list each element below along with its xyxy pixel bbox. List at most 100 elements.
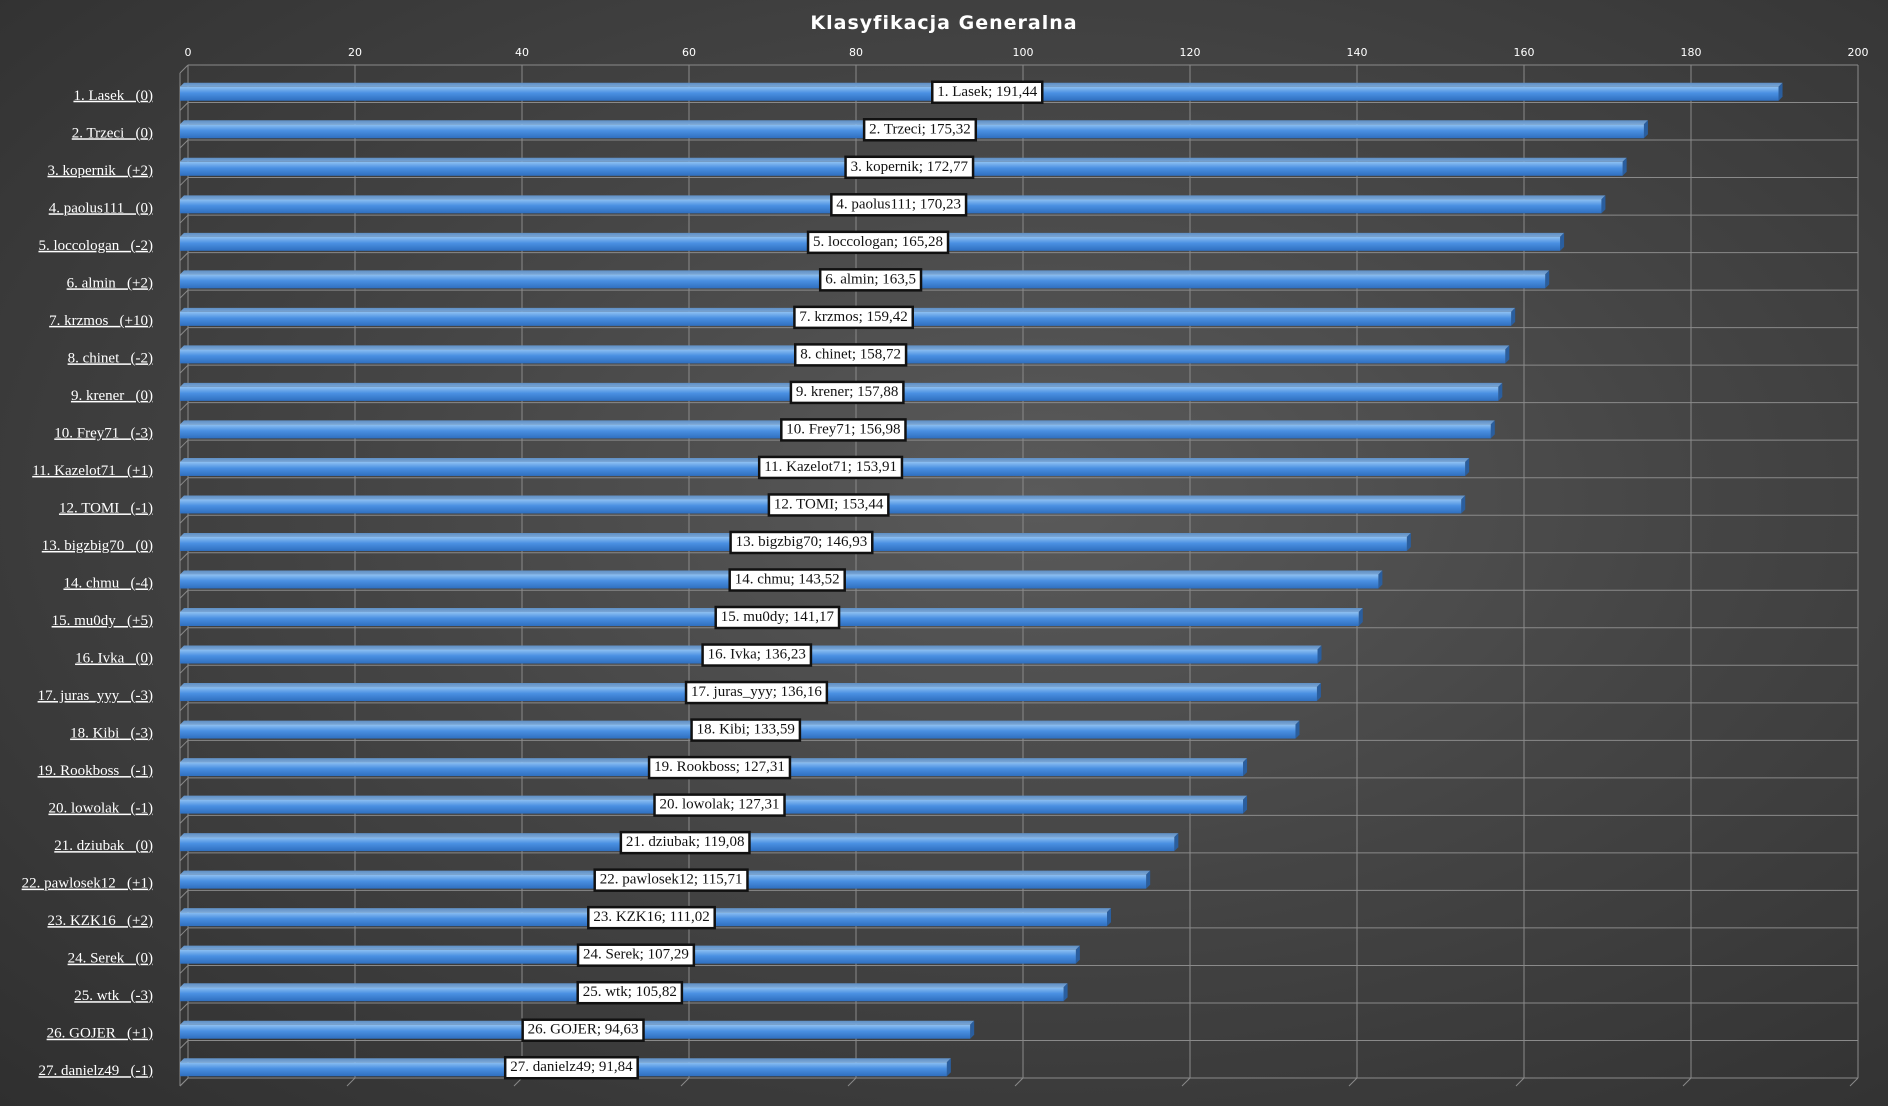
x-tick-label: 0 [185,46,192,59]
data-label-text: 12. TOMI; 153,44 [774,496,884,512]
bar-end [1490,420,1495,439]
category-label[interactable]: 2. Trzeci (0) [72,125,153,141]
data-label-box [729,530,874,555]
data-label: 21. dziubak; 119,08 [619,830,751,855]
data-label: 16. Ivka; 136,23 [701,643,813,667]
data-label-box [793,343,908,367]
data-label: 18. Kibi; 133,59 [690,718,802,742]
category-label[interactable]: 18. Kibi (-3) [70,726,153,742]
data-label-box [521,1018,645,1042]
category-label[interactable]: 19. Rookboss (-1) [38,763,153,779]
category-label[interactable]: 24. Serek (0) [68,951,153,967]
data-label-text: 7. krzmos; 159,42 [799,309,907,325]
gridline-side [179,139,189,149]
category-label[interactable]: 23. KZK16 (+2) [47,913,153,929]
data-label-text: 15. mu0dy; 141,17 [721,609,835,625]
gridline-side [179,664,189,674]
gridline-side [179,890,189,899]
data-label: 25. wtk; 105,82 [576,980,684,1005]
bar-end [1505,345,1510,364]
data-label: 4. paolus111; 170,23 [830,193,968,217]
bar-end [1461,495,1466,514]
gridline-floor [1014,1077,1024,1087]
category-label[interactable]: 8. chinet (-2) [68,350,153,366]
data-label: 6. almin; 163,5 [818,268,923,292]
data-label-text: 26. GOJER; 94,63 [528,1022,639,1038]
data-label-box [789,380,905,405]
category-label[interactable]: 21. dziubak (0) [54,838,153,854]
data-label: 22. pawlosek12; 115,71 [593,868,749,892]
data-label-box [757,455,904,480]
category-label[interactable]: 7. krzmos (+10) [49,313,153,329]
bar-end [1622,157,1627,176]
category-label[interactable]: 16. Ivka (0) [75,651,153,667]
data-label-text: 27. danielz49; 91,84 [510,1059,633,1075]
data-label-box [793,305,914,330]
category-label[interactable]: 26. GOJER (+1) [47,1026,153,1042]
category-label[interactable]: 4. paolus111 (0) [49,200,153,216]
x-tick-label: 120 [1180,46,1201,59]
category-label[interactable]: 22. pawlosek12 (+1) [22,876,153,892]
gridline-floor [847,1077,857,1087]
category-label[interactable]: 9. krener (0) [71,388,153,404]
bar-end [1511,307,1516,326]
category-label[interactable]: 14. chmu (-4) [63,576,153,592]
bar-end [970,1020,975,1039]
category-label[interactable]: 17. juras_yyy (-3) [38,688,153,704]
data-label: 13. bigzbig70; 146,93 [729,530,874,555]
gridline-side [179,214,189,224]
data-label-box [619,830,751,855]
data-label-box [862,118,978,142]
category-label[interactable]: 12. TOMI (-1) [59,500,153,516]
category-label[interactable]: 1. Lasek (0) [73,88,153,104]
data-label-text: 6. almin; 163,5 [825,271,916,287]
data-label-box [593,868,749,892]
data-label: 27. danielz49; 91,84 [503,1055,639,1080]
category-label[interactable]: 11. Kazelot71 (+1) [32,463,153,479]
gridline-side [179,1002,189,1012]
data-label: 3. kopernik; 172,77 [844,155,975,180]
gridline-side [179,252,189,261]
gridline-floor [1515,1077,1525,1087]
data-label: 19. Rookboss; 127,31 [647,755,792,780]
x-tick-label: 40 [515,46,529,59]
category-label[interactable]: 20. lowolak (-1) [48,801,153,817]
data-label: 20. lowolak; 127,31 [653,793,786,817]
gridline-side [179,1077,189,1087]
data-label: 11. Kazelot71; 153,91 [757,455,904,480]
gridline-floor [1849,1077,1859,1087]
gridline-side [179,289,189,299]
category-label[interactable]: 25. wtk (-3) [74,988,153,1004]
bar-end [1560,232,1565,251]
data-label-text: 11. Kazelot71; 153,91 [764,459,897,475]
gridline-side [179,177,189,186]
data-label-text: 25. wtk; 105,82 [583,984,677,1000]
gridline-floor [346,1077,356,1087]
data-label: 26. GOJER; 94,63 [521,1018,645,1042]
data-label-text: 10. Frey71; 156,98 [786,421,900,437]
bar-end [1107,908,1112,927]
data-label-text: 2. Trzeci; 175,32 [869,121,971,137]
bar-end [1778,82,1783,101]
data-labels: 1. Lasek; 191,44 2. Trzeci; 175,32 3. kope… [503,80,1044,1080]
category-label[interactable]: 3. kopernik (+2) [47,163,153,179]
data-label-text: 9. krener; 157,88 [796,384,898,400]
data-label-box [818,268,923,292]
category-label[interactable]: 5. loccologan (-2) [38,238,153,254]
category-label[interactable]: 27. danielz49 (-1) [38,1063,153,1079]
bar-end [946,1058,951,1077]
bar-end [1295,720,1300,739]
bar-end [1316,683,1321,702]
data-label-text: 24. Serek; 107,29 [583,947,689,963]
category-label[interactable]: 15. mu0dy (+5) [52,613,153,629]
data-label-box [701,643,813,667]
gridline-side [179,927,189,937]
category-label[interactable]: 10. Frey71 (-3) [54,425,153,441]
category-label[interactable]: 13. bigzbig70 (0) [42,538,153,554]
data-label-box [653,793,786,817]
category-label[interactable]: 6. almin (+2) [67,275,153,291]
data-label: 1. Lasek; 191,44 [931,80,1044,105]
data-label-box [684,680,829,705]
data-label-text: 23. KZK16; 111,02 [593,909,709,925]
